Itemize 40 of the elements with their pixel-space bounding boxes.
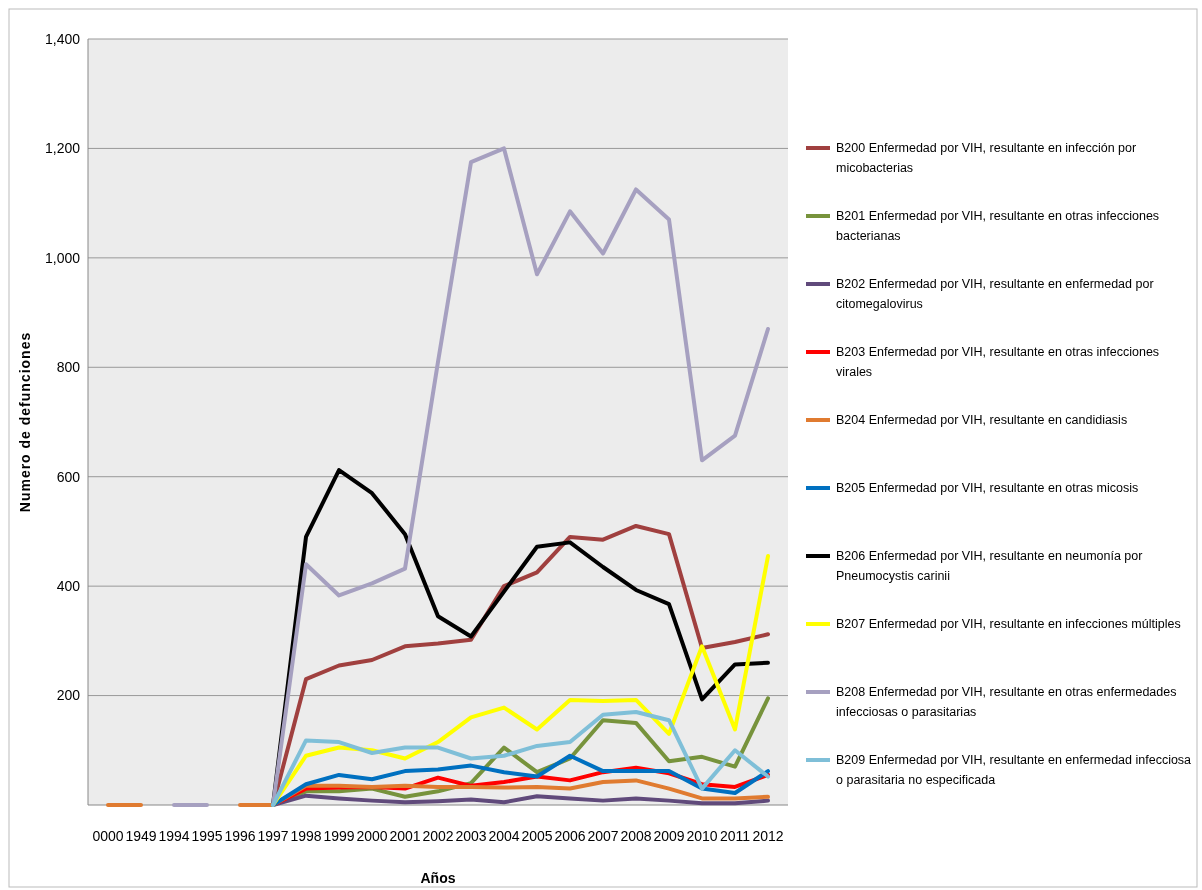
x-tick-label: 1999 — [323, 828, 355, 844]
legend-label: B208 Enfermedad por VIH, resultante en otras enfermedades infecciosas o parasitarias — [836, 685, 1177, 720]
x-tick-label: 2003 — [455, 828, 487, 844]
legend-label: B201 Enfermedad por VIH, resultante en otras infecciones bacterianas — [836, 209, 1160, 244]
legend-label: B204 Enfermedad por VIH, resultante en candidiasis — [836, 413, 1128, 428]
x-tick-label: 2001 — [389, 828, 421, 844]
x-tick-label: 2011 — [719, 828, 751, 844]
x-tick-label: 2007 — [587, 828, 619, 844]
y-axis-title: Numero de defunciones — [17, 331, 33, 513]
x-tick-label: 1997 — [257, 828, 289, 844]
y-tick-label: 1,200 — [44, 140, 81, 157]
legend-label: B202 Enfermedad por VIH, resultante en enfermedad por citomegalovirus — [836, 277, 1154, 312]
y-tick-label: 600 — [56, 468, 81, 485]
legend-label: B207 Enfermedad por VIH, resultante en infecciones múltiples — [836, 617, 1181, 632]
x-tick-label: 2010 — [686, 828, 718, 844]
legend-label: B209 Enfermedad por VIH, resultante en enfermedad infecciosa o parasitaria no especificada — [836, 753, 1192, 788]
x-tick-label: 2004 — [488, 828, 520, 844]
y-tick-label: 1,400 — [44, 30, 81, 47]
y-tick-label: 1,000 — [44, 249, 81, 266]
x-tick-label: 2000 — [356, 828, 388, 844]
x-axis-title: Años — [420, 870, 456, 886]
y-tick-label: 400 — [56, 578, 81, 595]
x-tick-label: 2006 — [554, 828, 586, 844]
legend-label: B205 Enfermedad por VIH, resultante en otras micosis — [836, 481, 1139, 496]
x-tick-label: 1996 — [224, 828, 256, 844]
x-tick-label: 0000 — [92, 828, 124, 844]
y-tick-label: 200 — [56, 687, 81, 704]
x-tick-label: 2012 — [752, 828, 784, 844]
y-tick-label: 800 — [56, 359, 81, 376]
x-tick-label: 1949 — [125, 828, 157, 844]
x-tick-label: 2009 — [653, 828, 685, 844]
x-tick-label: 1998 — [290, 828, 322, 844]
x-tick-label: 2005 — [521, 828, 553, 844]
legend-label: B206 Enfermedad por VIH, resultante en neumonía por Pneumocystis carinii — [836, 549, 1143, 584]
x-tick-label: 2008 — [620, 828, 652, 844]
legend-label: B203 Enfermedad por VIH, resultante en otras infecciones virales — [836, 345, 1160, 380]
legend-label: B200 Enfermedad por VIH, resultante en infección por micobacterias — [836, 141, 1137, 176]
x-tick-label: 1994 — [158, 828, 190, 844]
x-tick-label: 2002 — [422, 828, 454, 844]
x-tick-label: 1995 — [191, 828, 223, 844]
